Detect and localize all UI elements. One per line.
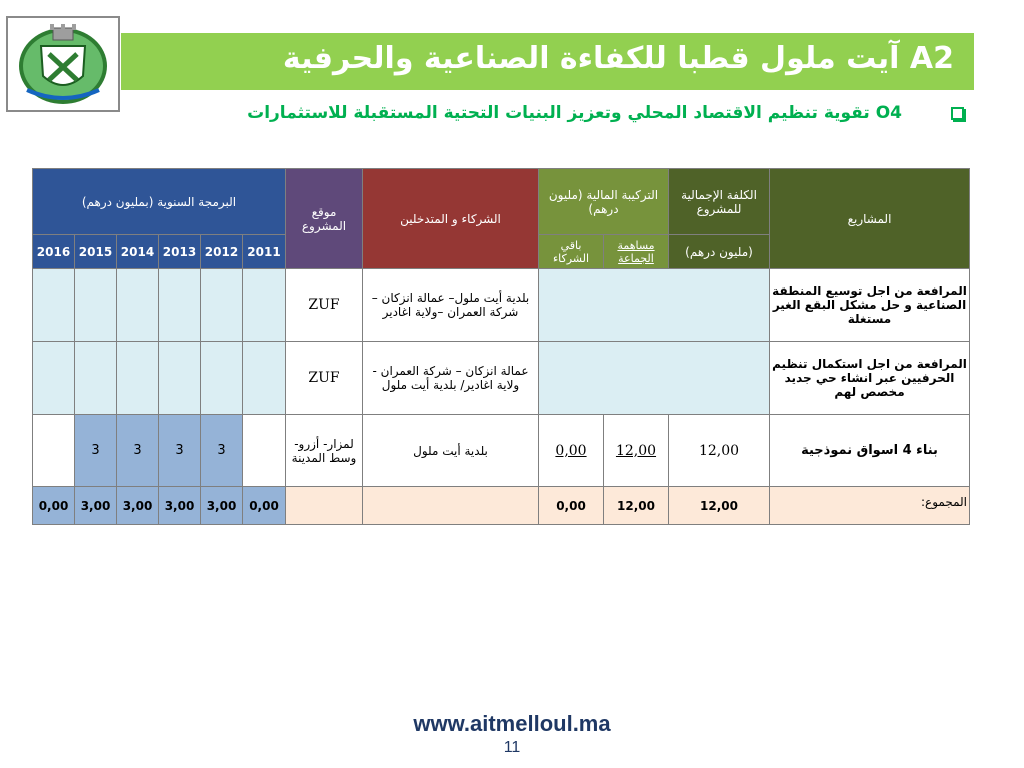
year-cell bbox=[74, 341, 117, 415]
header-year: 2016 bbox=[32, 234, 75, 269]
year-cell bbox=[32, 414, 75, 487]
financial-cell bbox=[538, 268, 770, 342]
partners-cell: عمالة انزكان – شركة العمران - ولاية اغاد… bbox=[362, 341, 539, 415]
checkbox-bullet-icon bbox=[951, 107, 964, 120]
header-community-share: مساهمة الجماعة bbox=[603, 234, 669, 269]
partners-cell: بلدية أيت ملول– عمالة انزكان – شركة العم… bbox=[362, 268, 539, 342]
header-year: 2011 bbox=[242, 234, 286, 269]
year-cell bbox=[32, 268, 75, 342]
year-cell bbox=[242, 268, 286, 342]
total-cost-cell: 12,00 bbox=[668, 486, 770, 525]
website-link[interactable]: www.aitmelloul.ma bbox=[413, 711, 611, 736]
total-year-cell: 3,00 bbox=[200, 486, 243, 525]
total-year-cell: 0,00 bbox=[242, 486, 286, 525]
other-partners-cell: 0,00 bbox=[538, 414, 604, 487]
year-cell bbox=[158, 268, 201, 342]
table-row: ZUF بلدية أيت ملول– عمالة انزكان – شركة … bbox=[32, 268, 970, 342]
objective-subtitle: O4 تقوية تنظيم الاقتصاد المحلي وتعزيز ال… bbox=[247, 103, 902, 123]
page-number: 11 bbox=[503, 739, 521, 756]
projects-table: البرمجة السنوية (بمليون درهم) موقع المشر… bbox=[32, 168, 970, 525]
total-cost-cell: 12,00 bbox=[668, 414, 770, 487]
year-cell bbox=[32, 341, 75, 415]
year-cell bbox=[200, 268, 243, 342]
header-year: 2015 bbox=[74, 234, 117, 269]
header-partners: الشركاء و المتدخلين bbox=[362, 168, 539, 269]
partners-cell: بلدية أيت ملول bbox=[362, 414, 539, 487]
site-cell: لمزار- أزرو- وسط المدينة bbox=[285, 414, 363, 487]
header-annual-programming: البرمجة السنوية (بمليون درهم) bbox=[32, 168, 286, 235]
total-site-cell bbox=[285, 486, 363, 525]
project-cell: بناء 4 اسواق نموذجية bbox=[769, 414, 970, 487]
site-cell: ZUF bbox=[285, 268, 363, 342]
year-cell bbox=[158, 341, 201, 415]
header-total-cost: الكلفة الإجمالية للمشروع bbox=[668, 168, 770, 235]
project-cell: المرافعة من اجل توسيع المنطقة الصناعية و… bbox=[769, 268, 970, 342]
table-row: 3 3 3 3 لمزار- أزرو- وسط المدينة بلدية أ… bbox=[32, 414, 970, 487]
header-financial-structure: التركيبة المالية (مليون درهم) bbox=[538, 168, 669, 235]
year-cell bbox=[116, 268, 159, 342]
total-community-share-cell: 12,00 bbox=[603, 486, 669, 525]
year-cell bbox=[200, 341, 243, 415]
year-cell: 3 bbox=[116, 414, 159, 487]
total-partners-cell bbox=[362, 486, 539, 525]
page-title: A2 آيت ملول قطبا للكفاءة الصناعية والحرف… bbox=[282, 41, 954, 76]
total-year-cell: 3,00 bbox=[158, 486, 201, 525]
project-cell: المرافعة من اجل استكمال تنظيم الحرفيين ع… bbox=[769, 341, 970, 415]
header-year: 2014 bbox=[116, 234, 159, 269]
municipal-emblem-logo bbox=[6, 16, 120, 112]
year-cell bbox=[116, 341, 159, 415]
total-year-cell: 3,00 bbox=[74, 486, 117, 525]
financial-cell bbox=[538, 341, 770, 415]
header-projects: المشاريع bbox=[769, 168, 970, 269]
header-year: 2013 bbox=[158, 234, 201, 269]
site-cell: ZUF bbox=[285, 341, 363, 415]
year-cell: 3 bbox=[200, 414, 243, 487]
table-row: ZUF عمالة انزكان – شركة العمران - ولاية … bbox=[32, 341, 970, 415]
total-year-cell: 0,00 bbox=[32, 486, 75, 525]
total-other-partners-cell: 0,00 bbox=[538, 486, 604, 525]
year-cell: 3 bbox=[158, 414, 201, 487]
total-year-cell: 3,00 bbox=[116, 486, 159, 525]
year-cell bbox=[74, 268, 117, 342]
community-share-cell: 12,00 bbox=[603, 414, 669, 487]
header-total-cost-unit: (مليون درهم) bbox=[668, 234, 770, 269]
totals-row: 0,00 3,00 3,00 3,00 3,00 0,00 0,00 12,00… bbox=[32, 486, 970, 525]
header-project-site: موقع المشروع bbox=[285, 168, 363, 269]
year-cell: 3 bbox=[74, 414, 117, 487]
header-other-partners: باقي الشركاء bbox=[538, 234, 604, 269]
year-cell bbox=[242, 414, 286, 487]
title-bar: A2 آيت ملول قطبا للكفاءة الصناعية والحرف… bbox=[121, 33, 974, 90]
municipal-emblem-icon bbox=[19, 24, 107, 104]
total-label: المجموع: bbox=[769, 486, 970, 525]
header-year: 2012 bbox=[200, 234, 243, 269]
year-cell bbox=[242, 341, 286, 415]
